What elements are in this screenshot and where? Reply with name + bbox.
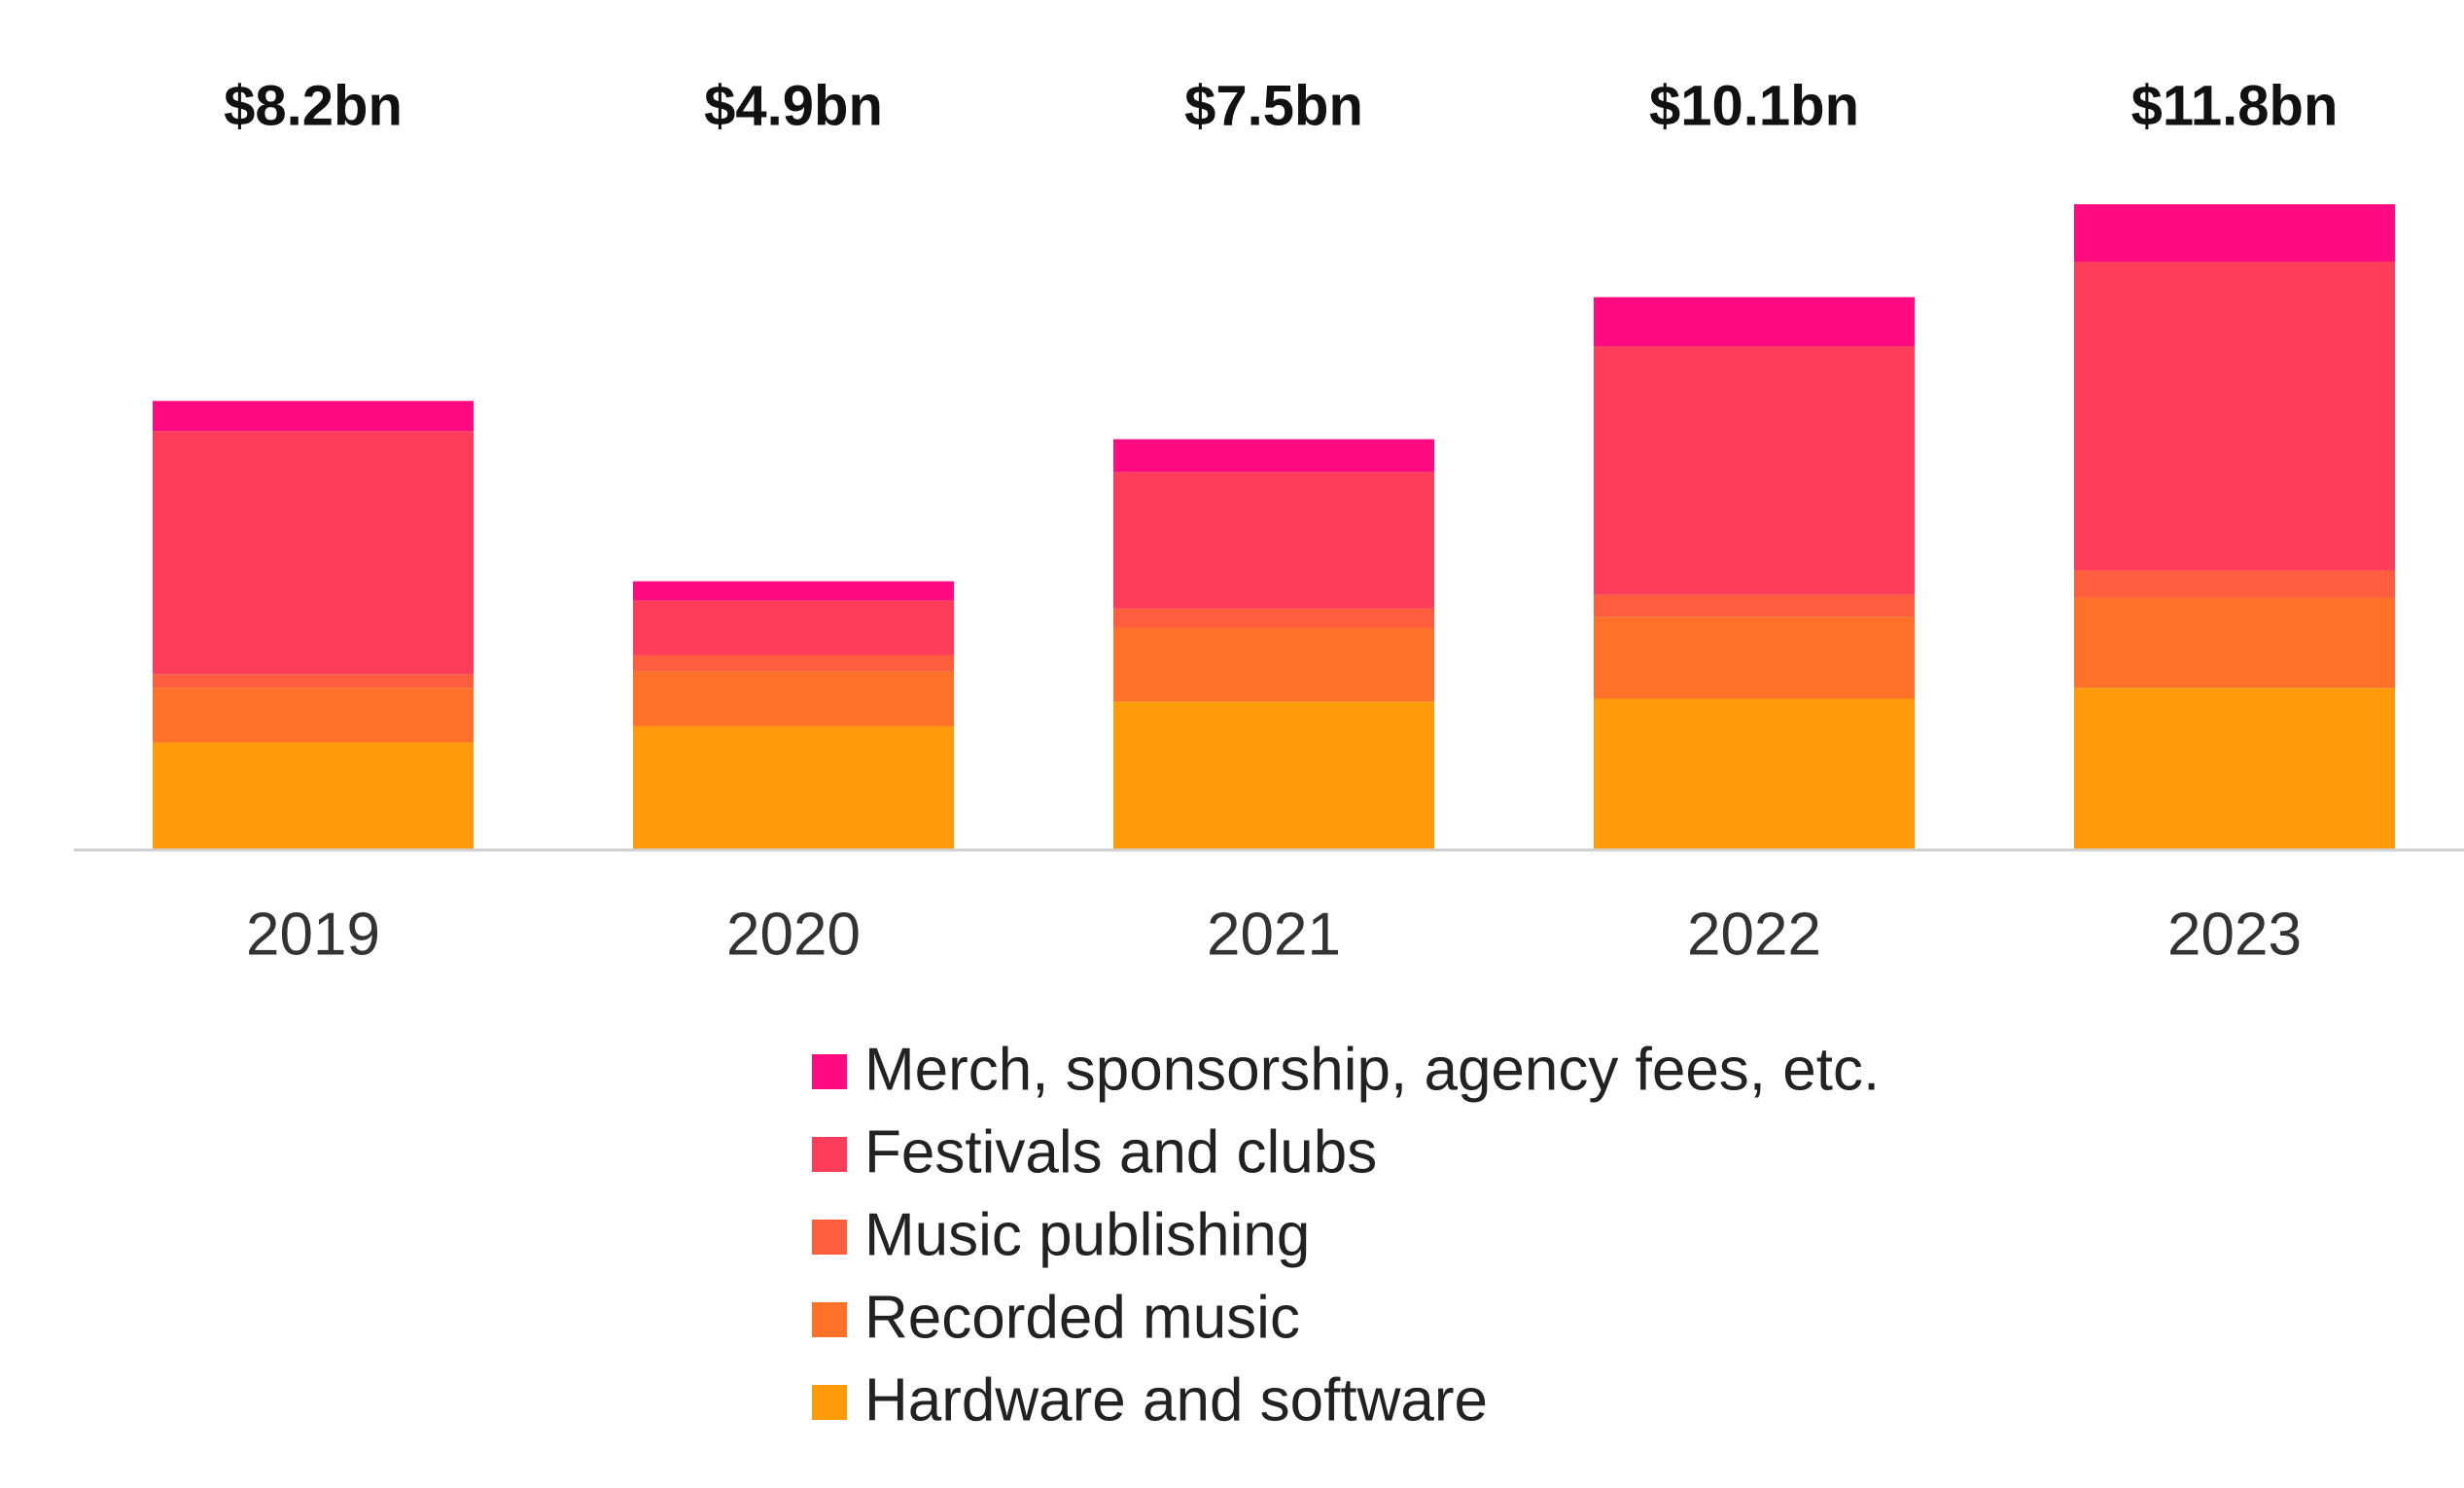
total-label: $11.8bn (2131, 74, 2339, 137)
bar-segment (1594, 617, 1915, 699)
bar-segment (1113, 627, 1434, 702)
bar-segment (1113, 608, 1434, 628)
bar-segment (153, 674, 474, 689)
total-label: $4.9bn (704, 74, 883, 137)
bar-segment (1113, 701, 1434, 849)
x-tick-label: 2020 (726, 901, 861, 968)
bar-segment (1594, 346, 1915, 595)
legend-swatch (812, 1137, 847, 1172)
bar-segment (1594, 698, 1915, 849)
bar-segment (1113, 439, 1434, 473)
bar-segment (1594, 594, 1915, 618)
x-tick-label: 2023 (2167, 901, 2302, 968)
legend-swatch (812, 1385, 847, 1420)
bar-segment (2074, 688, 2395, 849)
bar-segment (2074, 570, 2395, 598)
bar-segment (153, 431, 474, 675)
bar-segment (633, 600, 954, 655)
legend-label: Hardware and software (864, 1366, 1488, 1434)
legend-label: Merch, sponsorship, agency fees, etc. (864, 1036, 1880, 1103)
x-tick-label: 2019 (246, 901, 380, 968)
total-label: $7.5bn (1184, 74, 1363, 137)
bar-segment (633, 581, 954, 601)
bar-segment (633, 726, 954, 849)
legend-swatch (812, 1302, 847, 1337)
total-label: $8.2bn (224, 74, 403, 137)
bar-segment (1113, 472, 1434, 609)
legend-label: Recorded music (864, 1284, 1300, 1351)
bar-segment (153, 688, 474, 743)
legend-label: Festivals and clubs (864, 1118, 1377, 1186)
bar-segment (2074, 261, 2395, 571)
bar-segment (2074, 204, 2395, 262)
legend-label: Music publishing (864, 1201, 1310, 1268)
bar-segment (153, 401, 474, 432)
bar-segment (1594, 297, 1915, 347)
x-tick-label: 2022 (1687, 901, 1821, 968)
legend-swatch (812, 1220, 847, 1255)
total-label: $10.1bn (1649, 74, 1859, 137)
legend-swatch (812, 1054, 847, 1089)
bar-segment (633, 671, 954, 726)
bar-segment (153, 742, 474, 849)
bar-segment (633, 655, 954, 672)
x-tick-label: 2021 (1207, 901, 1341, 968)
bar-segment (2074, 597, 2395, 689)
